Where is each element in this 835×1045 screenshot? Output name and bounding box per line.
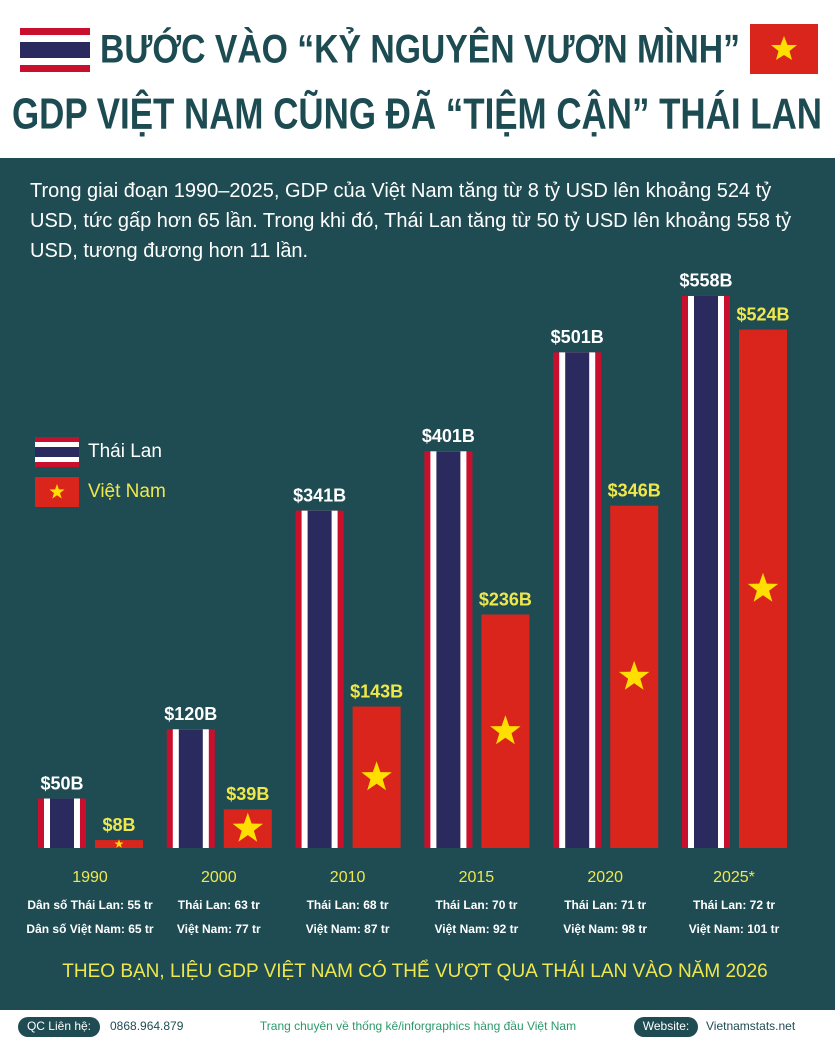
x-tick-label: 1990 [72,869,108,886]
bar [682,295,730,848]
website-pill [634,1017,698,1037]
population: Thái Lan: 70 tr [435,898,517,912]
value-label: $8B [102,815,135,835]
contact-pill [18,1017,100,1037]
value-label: $341B [293,485,346,505]
bar-star [232,812,263,842]
population: Thái Lan: 71 tr [564,898,646,912]
population: Việt Nam: 92 tr [434,922,518,936]
value-label: $401B [422,426,475,446]
value-label: $120B [164,704,217,724]
population: Việt Nam: 101 tr [689,922,780,936]
value-label: $524B [736,304,789,324]
population: Thái Lan: 72 tr [693,898,775,912]
value-label: $143B [350,681,403,701]
x-tick-label: 2020 [587,869,623,886]
x-tick-label: 2015 [459,869,495,886]
x-tick-label: 2010 [330,869,366,886]
population: Việt Nam: 98 tr [563,922,647,936]
bar-star [490,715,521,745]
bar-star [114,839,124,848]
vn-flag [750,24,818,74]
population: Việt Nam: 87 tr [306,922,390,936]
website-label: Website: [643,1019,689,1033]
value-label: $501B [551,327,604,347]
question: THEO BẠN, LIỆU GDP VIỆT NAM CÓ THỂ VƯỢT … [62,960,767,982]
population: Dân số Việt Nam: 65 tr [26,922,153,936]
title: BƯỚC VÀO “KỶ NGUYÊN VƯƠN MÌNH” [100,26,740,72]
bar-star [747,572,779,602]
value-label: $346B [608,480,661,500]
legend-label: Thái Lan [88,441,162,462]
bar [553,352,602,848]
thai-flag [20,28,90,72]
population: Dân số Thái Lan: 55 tr [27,898,153,912]
bar [424,451,473,848]
bar [166,729,215,848]
value-label: $50B [40,773,83,793]
x-tick-label: 2000 [201,869,237,886]
bar [38,798,86,848]
bar [295,510,344,848]
title: GDP VIỆT NAM CŨNG ĐÃ “TIỆM CẬN” THÁI LAN [12,89,822,139]
value-label: $39B [226,784,269,804]
legend-swatch [35,447,79,457]
legend-star [49,484,65,499]
x-tick-label: 2025* [713,869,755,886]
value-label: $236B [479,589,532,609]
population: Thái Lan: 68 tr [307,898,389,912]
value-label: $558B [679,271,732,291]
bar-star [619,660,650,690]
bar-star [361,761,392,791]
phone: 0868.964.879 [110,1019,184,1033]
tagline: Trang chuyên về thống kê/inforgraphics h… [260,1019,576,1033]
website: Vietnamstats.net [706,1019,796,1033]
legend-label: Việt Nam [88,481,166,502]
population: Thái Lan: 63 tr [178,898,260,912]
contact-label: QC Liên hệ: [27,1019,91,1033]
description: Trong giai đoạn 1990–2025, GDP của Việt … [30,180,792,262]
population: Việt Nam: 77 tr [177,922,261,936]
